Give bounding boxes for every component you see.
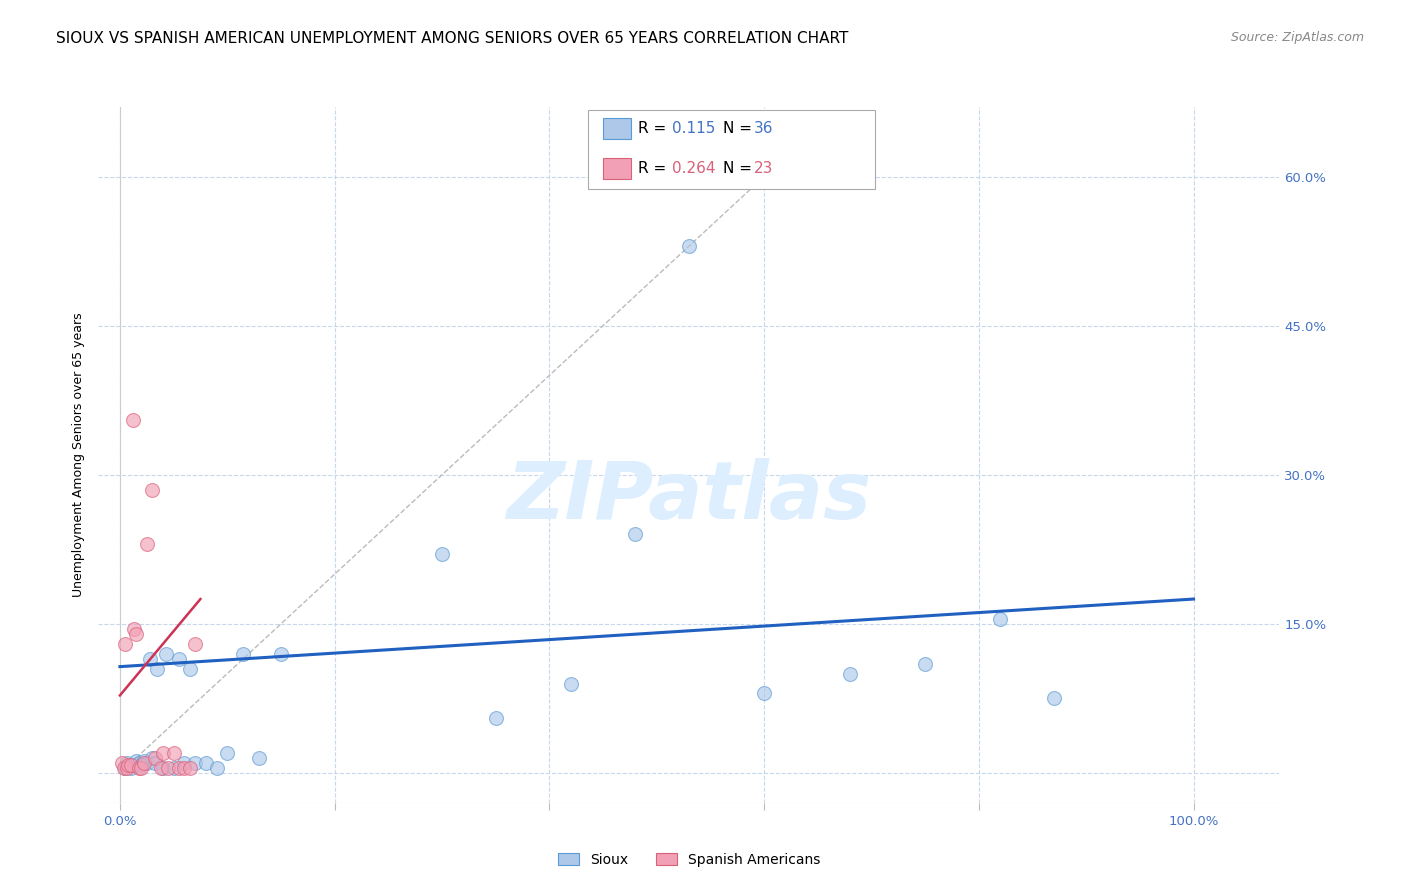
- Point: [205, 761, 228, 775]
- Point: [839, 666, 862, 681]
- Legend: Sioux, Spanish Americans: Sioux, Spanish Americans: [553, 847, 825, 872]
- Text: 0.115: 0.115: [672, 121, 716, 136]
- Point: [131, 761, 153, 775]
- Point: [270, 647, 292, 661]
- Point: [111, 756, 134, 770]
- Y-axis label: Unemployment Among Seniors over 65 years: Unemployment Among Seniors over 65 years: [72, 312, 86, 598]
- Point: [120, 758, 142, 772]
- Point: [179, 662, 201, 676]
- Point: [132, 756, 155, 770]
- Point: [143, 756, 166, 770]
- Point: [152, 761, 174, 775]
- Point: [135, 537, 157, 551]
- Point: [114, 761, 136, 775]
- Point: [173, 756, 195, 770]
- Point: [135, 756, 157, 770]
- Text: 0.264: 0.264: [672, 161, 716, 176]
- Point: [560, 676, 582, 690]
- Text: SIOUX VS SPANISH AMERICAN UNEMPLOYMENT AMONG SENIORS OVER 65 YEARS CORRELATION C: SIOUX VS SPANISH AMERICAN UNEMPLOYMENT A…: [56, 31, 849, 46]
- Point: [125, 754, 148, 768]
- Point: [194, 756, 217, 770]
- Point: [232, 647, 254, 661]
- Point: [988, 612, 1011, 626]
- Point: [173, 761, 195, 775]
- Point: [149, 761, 172, 775]
- Point: [132, 754, 155, 768]
- Point: [128, 761, 150, 775]
- Point: [1043, 691, 1066, 706]
- Point: [121, 413, 143, 427]
- Point: [217, 746, 239, 760]
- Point: [430, 547, 453, 561]
- Point: [128, 756, 150, 770]
- Point: [125, 627, 148, 641]
- Text: 36: 36: [754, 121, 773, 136]
- Point: [122, 758, 145, 772]
- Point: [162, 746, 184, 760]
- Point: [752, 686, 775, 700]
- Point: [184, 756, 207, 770]
- Point: [485, 711, 508, 725]
- Point: [914, 657, 936, 671]
- Point: [249, 751, 271, 765]
- Point: [167, 761, 190, 775]
- Text: 23: 23: [754, 161, 773, 176]
- Point: [112, 761, 135, 775]
- Point: [167, 651, 190, 665]
- Point: [146, 662, 169, 676]
- Point: [143, 751, 166, 765]
- Point: [122, 622, 145, 636]
- Point: [141, 751, 163, 765]
- Point: [117, 758, 139, 772]
- Point: [152, 746, 174, 760]
- Text: Source: ZipAtlas.com: Source: ZipAtlas.com: [1230, 31, 1364, 45]
- Point: [179, 761, 201, 775]
- Point: [678, 239, 700, 253]
- Point: [184, 637, 207, 651]
- Text: R =: R =: [638, 121, 672, 136]
- Point: [157, 761, 180, 775]
- Text: N =: N =: [723, 121, 756, 136]
- Point: [114, 637, 136, 651]
- Point: [131, 758, 153, 772]
- Point: [624, 527, 647, 541]
- Text: ZIPatlas: ZIPatlas: [506, 458, 872, 536]
- Point: [162, 761, 184, 775]
- Point: [139, 651, 162, 665]
- Point: [117, 756, 139, 770]
- Point: [120, 761, 142, 775]
- Point: [117, 761, 139, 775]
- Point: [141, 483, 163, 497]
- Point: [155, 647, 177, 661]
- Text: R =: R =: [638, 161, 672, 176]
- Text: N =: N =: [723, 161, 756, 176]
